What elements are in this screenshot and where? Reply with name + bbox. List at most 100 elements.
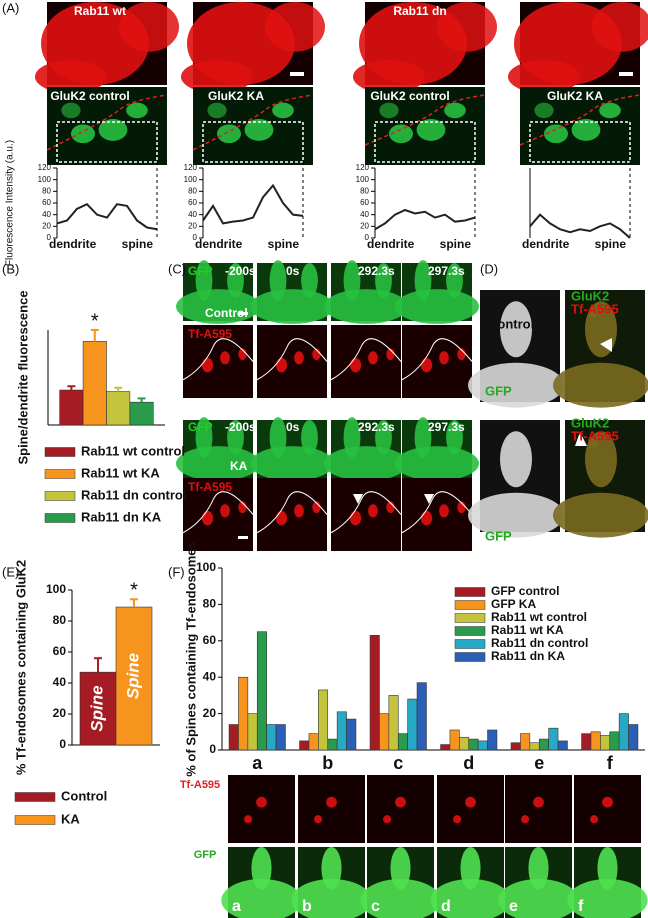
legend-swatch — [454, 626, 486, 636]
image-structure — [314, 815, 323, 824]
legend-label: Rab11 dn control — [81, 487, 186, 502]
image — [402, 478, 472, 551]
label: e — [509, 898, 518, 915]
label: Tf-A595 — [188, 327, 232, 341]
image-structure — [386, 348, 395, 361]
image-structure — [207, 102, 227, 119]
outline — [401, 338, 473, 381]
line — [56, 202, 158, 231]
image — [574, 775, 641, 843]
legend-label: GFP control — [491, 584, 559, 598]
legend-label: Rab11 dn KA — [491, 649, 565, 663]
legend-swatch — [454, 639, 486, 649]
image-structure — [383, 815, 392, 824]
bar — [266, 724, 277, 751]
image-structure — [414, 417, 432, 458]
image-structure — [324, 446, 408, 481]
image-structure — [250, 446, 334, 481]
image-structure — [251, 847, 272, 890]
x-label: dendrite — [367, 237, 415, 251]
outline — [256, 491, 328, 534]
legend-swatch — [44, 513, 76, 523]
bar — [115, 606, 153, 746]
y-tick-label: 80 — [188, 186, 197, 195]
outline — [182, 338, 254, 381]
y-tick-label: 80 — [42, 186, 51, 195]
y-tick-label: 20 — [360, 221, 369, 230]
bar — [529, 742, 540, 751]
x-tick-label: e — [534, 753, 544, 773]
image-structure — [343, 417, 361, 458]
image-structure — [326, 796, 337, 808]
bar — [247, 713, 258, 751]
image-structure — [227, 420, 244, 455]
bar — [129, 401, 154, 426]
image-structure — [390, 847, 411, 890]
image-structure — [220, 504, 230, 518]
label: (B) — [2, 261, 19, 276]
y-axis-label: Spine/dendrite fluorescence — [15, 290, 30, 464]
y-tick-label: 100 — [356, 175, 370, 184]
y-tick-label: 120 — [38, 163, 52, 172]
label: Tf-A595 — [188, 480, 232, 494]
image-structure — [275, 357, 288, 373]
y-tick-label: 20 — [53, 706, 67, 720]
bar — [618, 713, 629, 751]
line — [202, 183, 304, 225]
legend-label: Control — [61, 788, 107, 803]
y-tick-label: 100 — [196, 560, 216, 574]
image-structure — [416, 118, 446, 141]
image-structure — [275, 510, 288, 526]
bar — [590, 731, 601, 751]
image-structure — [269, 417, 287, 458]
y-tick-label: 60 — [53, 644, 67, 658]
legend-swatch — [454, 652, 486, 662]
label: GluK2 — [571, 288, 609, 303]
legend-label: Rab11 wt KA — [81, 465, 160, 480]
image — [402, 325, 472, 398]
y-tick-label: 80 — [360, 186, 369, 195]
label: -200s — [225, 264, 256, 278]
label: GluK2 control — [50, 89, 129, 103]
x-label: spine — [440, 237, 472, 251]
image-structure — [571, 118, 601, 141]
image-structure — [444, 102, 466, 119]
image-structure — [567, 878, 648, 918]
label: 297.3s — [428, 264, 465, 278]
image-structure — [343, 260, 361, 301]
label: KA — [488, 424, 507, 439]
image-structure — [553, 362, 648, 408]
image-structure — [498, 878, 579, 918]
image-structure — [291, 878, 372, 918]
label: a — [232, 898, 241, 915]
y-tick-label: 40 — [203, 669, 217, 683]
image-structure — [395, 446, 479, 481]
legend-label: GFP KA — [491, 597, 536, 611]
label: -200s — [225, 420, 256, 434]
outline — [401, 491, 473, 534]
label: Rab11 dn — [393, 4, 446, 18]
label: 292.3s — [358, 420, 395, 434]
image-structure — [468, 362, 564, 408]
legend-swatch — [14, 792, 56, 802]
label: GluK2 control — [370, 89, 449, 103]
label: (D) — [480, 261, 498, 276]
x-label: spine — [122, 237, 154, 251]
image-structure — [349, 510, 362, 526]
x-label: spine — [595, 237, 627, 251]
outline — [46, 94, 168, 151]
image-structure — [220, 351, 230, 365]
label: Tf-A595 — [571, 428, 619, 443]
outline — [256, 338, 328, 381]
bar — [557, 740, 568, 751]
label: f — [578, 898, 584, 915]
image-structure — [238, 348, 247, 361]
annotation: * — [91, 310, 99, 332]
label: (F) — [168, 564, 185, 579]
image-structure — [590, 815, 599, 824]
y-tick-label: 60 — [188, 198, 197, 207]
x-tick-label: f — [607, 753, 614, 773]
legend-swatch — [44, 469, 76, 479]
bar — [538, 738, 549, 751]
roi — [56, 121, 158, 163]
